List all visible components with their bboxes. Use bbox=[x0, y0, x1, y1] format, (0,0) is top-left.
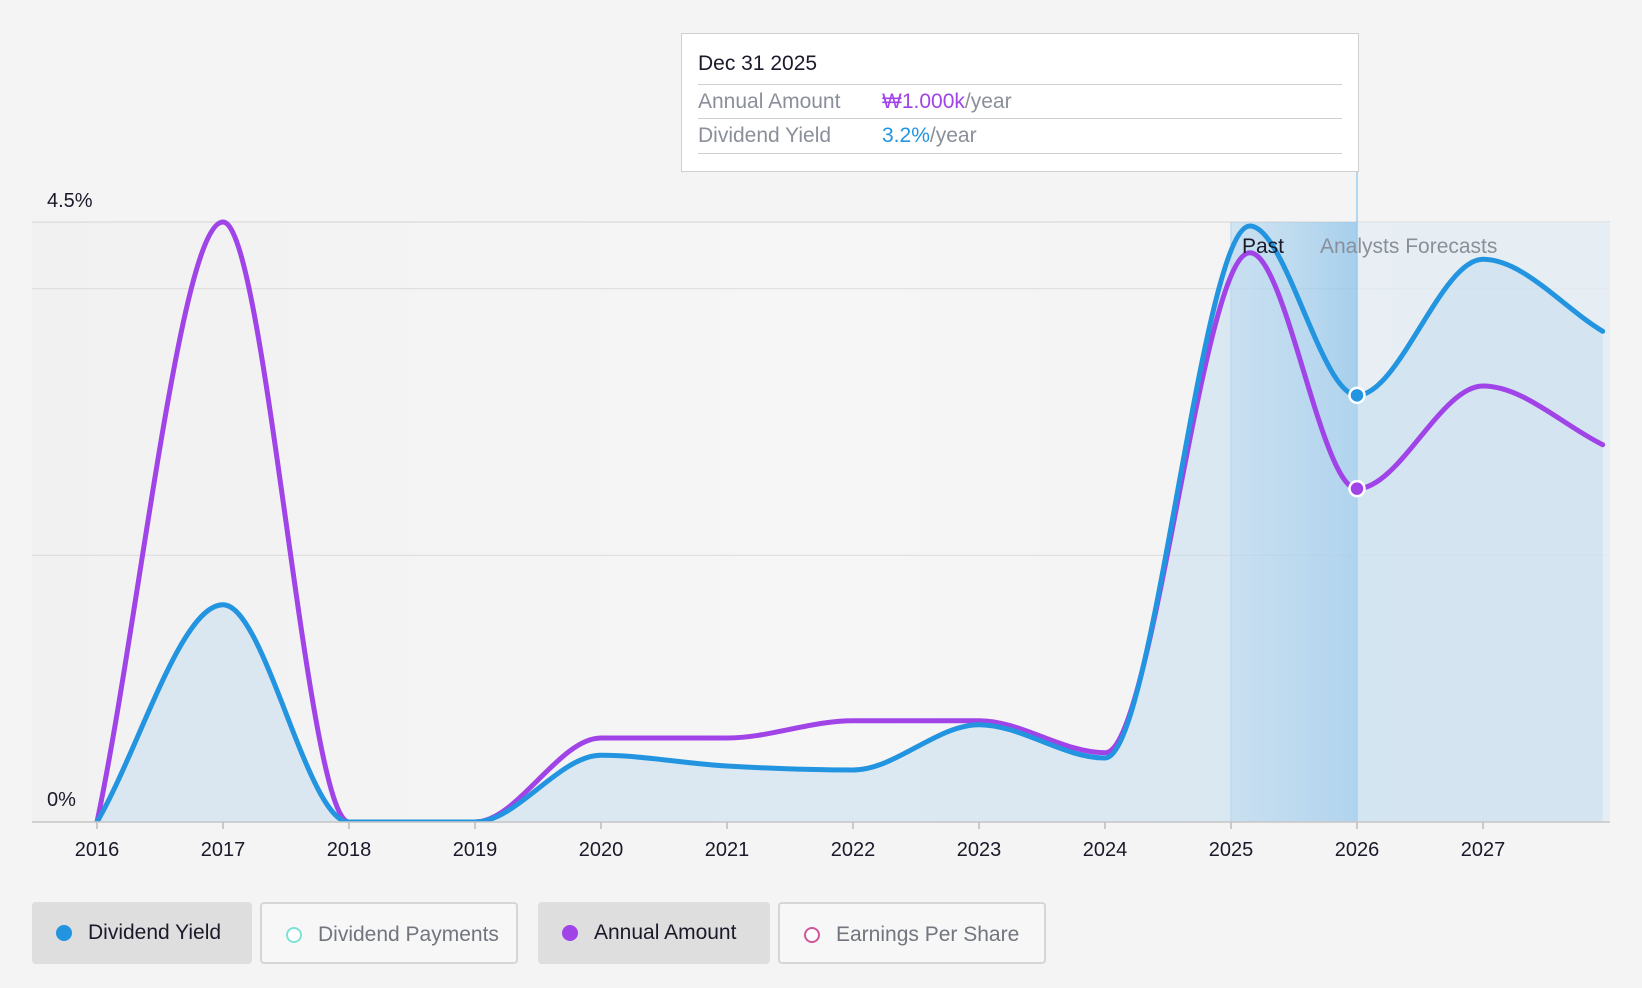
x-tick-label: 2024 bbox=[1083, 839, 1128, 861]
yield-area bbox=[97, 226, 1603, 822]
tooltip-unit: /year bbox=[929, 124, 977, 147]
x-tick-label: 2019 bbox=[453, 839, 498, 861]
tooltip-label: Dividend Yield bbox=[698, 124, 832, 147]
forecast-shade bbox=[1357, 222, 1610, 822]
y-axis-top-label: 4.5% bbox=[47, 190, 93, 212]
legend-dividend-yield-button[interactable]: Dividend Yield bbox=[32, 902, 252, 964]
x-tick-label: 2022 bbox=[831, 839, 876, 861]
x-axis: 2016 2017 2018 2019 2020 2021 2022 2023 2024 2025… bbox=[32, 821, 1610, 861]
past-highlight-shade bbox=[1231, 222, 1357, 822]
tooltip-row-annual-amount: Annual Amount ₩1.000k/year bbox=[698, 84, 1342, 119]
legend-label: Dividend Yield bbox=[88, 921, 222, 944]
tooltip-row-dividend-yield: Dividend Yield 3.2%/year bbox=[698, 118, 1342, 154]
dividend-yield-marker bbox=[1348, 386, 1366, 405]
legend-label: Annual Amount bbox=[594, 921, 737, 944]
tooltip-value-wrap: ₩1.000k/year bbox=[882, 85, 1012, 119]
tooltip-value: 3.2% bbox=[882, 124, 930, 147]
x-tick-label: 2016 bbox=[75, 839, 120, 861]
annual-amount-marker bbox=[1348, 479, 1366, 498]
past-region-label: Past bbox=[1242, 235, 1284, 258]
legend-label: Dividend Payments bbox=[318, 923, 499, 946]
x-tick-label: 2027 bbox=[1461, 839, 1506, 861]
x-tick-label: 2023 bbox=[957, 839, 1002, 861]
dividend-yield-dot-icon bbox=[56, 925, 72, 941]
x-tick-label: 2026 bbox=[1335, 839, 1380, 861]
forecast-regions bbox=[1230, 170, 1610, 822]
x-tick-label: 2018 bbox=[327, 839, 372, 861]
earnings-per-share-dot-icon bbox=[804, 927, 820, 943]
tooltip-date: Dec 31 2025 bbox=[698, 52, 818, 75]
dividend-payments-dot-icon bbox=[286, 927, 302, 943]
hover-markers bbox=[1348, 386, 1366, 498]
x-tick-label: 2025 bbox=[1209, 839, 1254, 861]
x-tick-label: 2021 bbox=[705, 839, 750, 861]
y-axis-bottom-label: 0% bbox=[47, 789, 76, 811]
x-tick-label: 2017 bbox=[201, 839, 246, 861]
legend-annual-amount-button[interactable]: Annual Amount bbox=[538, 902, 770, 964]
tooltip-unit: /year bbox=[964, 90, 1012, 113]
tooltip-value-wrap: 3.2%/year bbox=[882, 119, 977, 153]
dividend-yield-area bbox=[97, 226, 1603, 822]
tooltip-value: ₩1.000k bbox=[882, 90, 965, 113]
tooltip-label: Annual Amount bbox=[698, 90, 841, 113]
forecast-region-label: Analysts Forecasts bbox=[1320, 235, 1497, 258]
axis-labels: 4.5% 0% Past Analysts Forecasts bbox=[47, 190, 1497, 811]
x-tick-label: 2020 bbox=[579, 839, 624, 861]
legend-earnings-per-share-button[interactable]: Earnings Per Share bbox=[778, 902, 1046, 964]
legend-dividend-payments-button[interactable]: Dividend Payments bbox=[260, 902, 518, 964]
annual-amount-line bbox=[94, 219, 1606, 822]
annual-amount-dot-icon bbox=[562, 925, 578, 941]
chart-tooltip: Dec 31 2025 Annual Amount ₩1.000k/year D… bbox=[681, 33, 1359, 172]
legend-label: Earnings Per Share bbox=[836, 923, 1020, 946]
